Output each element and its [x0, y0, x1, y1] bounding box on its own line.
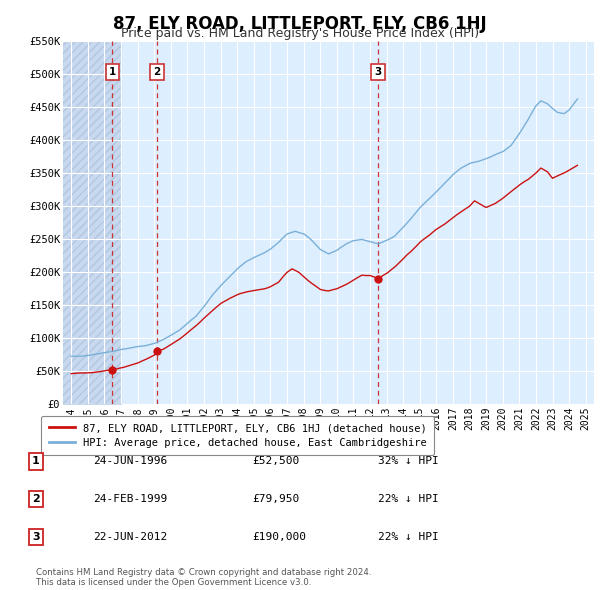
Text: 24-FEB-1999: 24-FEB-1999: [93, 494, 167, 504]
Legend: 87, ELY ROAD, LITTLEPORT, ELY, CB6 1HJ (detached house), HPI: Average price, det: 87, ELY ROAD, LITTLEPORT, ELY, CB6 1HJ (…: [41, 416, 434, 455]
Bar: [63, 41, 121, 404]
Text: 3: 3: [374, 67, 382, 77]
Text: 32% ↓ HPI: 32% ↓ HPI: [378, 457, 439, 466]
Text: £52,500: £52,500: [252, 457, 299, 466]
Text: 1: 1: [109, 67, 116, 77]
Text: £190,000: £190,000: [252, 532, 306, 542]
Text: Price paid vs. HM Land Registry's House Price Index (HPI): Price paid vs. HM Land Registry's House …: [121, 27, 479, 40]
Text: 3: 3: [32, 532, 40, 542]
Text: 87, ELY ROAD, LITTLEPORT, ELY, CB6 1HJ: 87, ELY ROAD, LITTLEPORT, ELY, CB6 1HJ: [113, 15, 487, 33]
Text: 22-JUN-2012: 22-JUN-2012: [93, 532, 167, 542]
Text: 2: 2: [153, 67, 160, 77]
Text: 1: 1: [32, 457, 40, 466]
Text: 24-JUN-1996: 24-JUN-1996: [93, 457, 167, 466]
Text: £79,950: £79,950: [252, 494, 299, 504]
Text: 22% ↓ HPI: 22% ↓ HPI: [378, 494, 439, 504]
Text: 2: 2: [32, 494, 40, 504]
Text: 22% ↓ HPI: 22% ↓ HPI: [378, 532, 439, 542]
Text: Contains HM Land Registry data © Crown copyright and database right 2024.
This d: Contains HM Land Registry data © Crown c…: [36, 568, 371, 587]
